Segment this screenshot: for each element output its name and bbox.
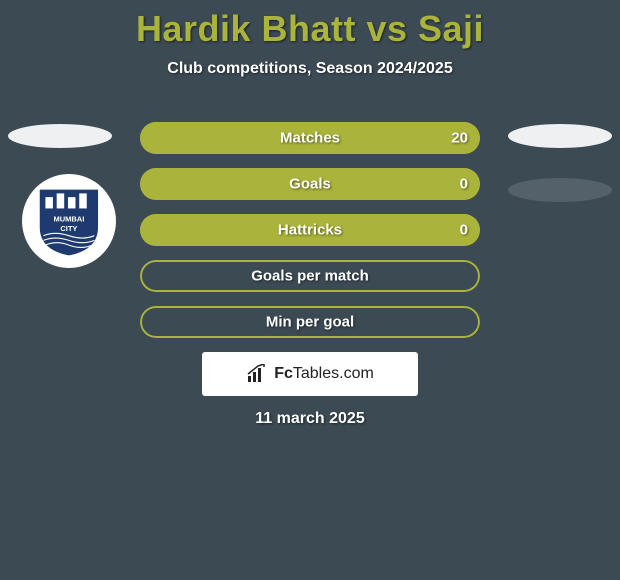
svg-text:MUMBAI: MUMBAI: [54, 215, 85, 224]
stat-row: Goals 0: [140, 168, 480, 200]
stat-label: Matches: [280, 130, 340, 147]
stat-row: Matches 20: [140, 122, 480, 154]
stat-label: Min per goal: [266, 314, 354, 331]
branding-badge: FcTables.com: [202, 352, 418, 396]
svg-text:CITY: CITY: [60, 224, 77, 233]
branding-bold: Fc: [274, 365, 293, 382]
branding-rest: Tables.com: [293, 365, 374, 382]
page-subtitle: Club competitions, Season 2024/2025: [0, 60, 620, 78]
stat-row: Hattricks 0: [140, 214, 480, 246]
decorative-ellipse: [508, 178, 612, 202]
club-badge: MUMBAI CITY: [22, 174, 116, 268]
stat-rows: Matches 20 Goals 0 Hattricks 0 Goals per match…: [140, 122, 480, 352]
stat-value-right: 0: [460, 176, 468, 193]
stat-label: Goals per match: [251, 268, 369, 285]
stat-row: Goals per match: [140, 260, 480, 292]
comparison-chart: Hardik Bhatt vs Saji Club competitions, …: [0, 0, 620, 580]
chart-icon: [246, 364, 268, 384]
date-label: 11 march 2025: [255, 410, 364, 428]
stat-row: Min per goal: [140, 306, 480, 338]
stat-value-right: 20: [451, 130, 468, 147]
stat-label: Goals: [289, 176, 331, 193]
stat-value-right: 0: [460, 222, 468, 239]
page-title: Hardik Bhatt vs Saji: [0, 0, 620, 50]
stat-label: Hattricks: [278, 222, 342, 239]
decorative-ellipse: [508, 124, 612, 148]
branding-text: FcTables.com: [274, 365, 374, 383]
decorative-ellipse: [8, 124, 112, 148]
